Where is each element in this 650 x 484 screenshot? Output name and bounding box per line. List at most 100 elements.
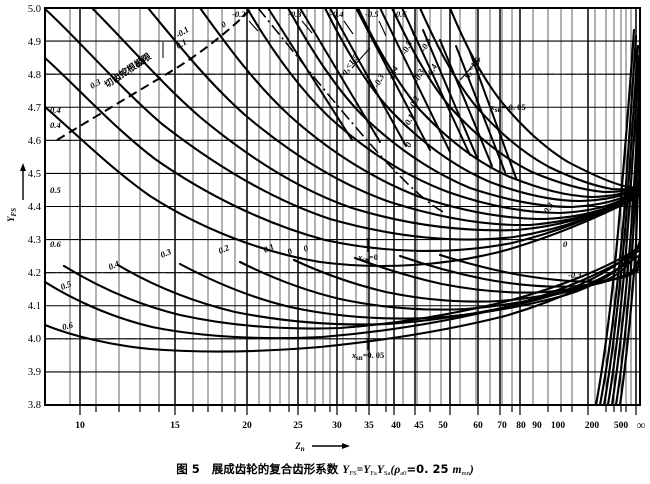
paren-open: (	[390, 464, 395, 476]
xsn-pos-sub: sn	[356, 354, 363, 362]
curve-label-upper: 0.4	[50, 105, 61, 115]
y-tick: 3.9	[28, 367, 41, 378]
curve-lower-x060	[45, 253, 640, 353]
module-sub: mn	[461, 470, 470, 477]
curve-label-lower: 0.6	[61, 319, 75, 331]
x-tick: 15	[170, 421, 180, 431]
x-tick: 20	[242, 421, 252, 431]
curve-upper-xm020	[323, 8, 640, 203]
rho-sub: a0	[400, 470, 407, 477]
curve-label-left: 0.5	[50, 185, 61, 195]
curve-family-right-steep	[594, 28, 640, 405]
y-tick: 4.4	[28, 202, 42, 213]
curve-label-right: 0	[563, 239, 568, 249]
xsn-neg-val: =-0. 05	[501, 103, 525, 112]
curve-labels-lower: 0.5 0.6 0.4 0.3 0.2 0.1 0	[59, 241, 310, 332]
qs-limit-dashdot	[257, 7, 446, 214]
curve-label-lower: 0.4	[107, 258, 122, 272]
formula-main: Y	[342, 464, 350, 476]
formula-a: Y	[363, 464, 371, 476]
x-axis-title-text: Z	[294, 441, 301, 451]
curve-upper-x000	[245, 8, 640, 215]
svg-text:xsn=0. 05: xsn=0. 05	[351, 351, 384, 362]
x-tick: 60	[473, 421, 483, 431]
y-tick: 4.1	[28, 301, 41, 312]
label-leader-lines	[248, 20, 415, 37]
curve-family-qs-diagonals	[267, 8, 517, 179]
grid-horizontal	[45, 7, 640, 406]
x-tick-infinity: ∞	[637, 418, 646, 432]
curve-label-rd: 0	[403, 140, 414, 149]
x-tick: 70	[497, 421, 507, 431]
formula-a-sub: Fa	[370, 470, 377, 477]
curve-label-upper: 0.3	[88, 76, 103, 90]
y-axis-tick-labels: 5.0 4.9 4.8 4.7 4.6 4.5 4.4 4.3 4.2 4.1 …	[28, 4, 42, 411]
x-tick: 50	[438, 421, 448, 431]
qs-left-sub: s	[344, 67, 353, 75]
svg-text:Zn: Zn	[294, 441, 305, 453]
xsn-pos-val: =0. 05	[363, 351, 385, 360]
qs-right-sub: s	[466, 70, 475, 78]
curve-label-lower: 0.3	[159, 246, 174, 260]
curve-label-upper: 0.1	[174, 37, 188, 51]
xsn-zero-val: =0	[369, 253, 378, 262]
y-tick: 4.7	[28, 103, 41, 114]
curve-labels-upper-left: 0.4 0.3 0.2 0.1 0	[50, 19, 228, 115]
x-axis-tick-labels: 10 15 20 25 30 35 40 45 50 60 70 80 90 1…	[75, 418, 645, 432]
x-axis-ticks	[79, 405, 637, 415]
curve-label-lower: 0	[302, 243, 311, 254]
curve-label-right: -0.3	[568, 270, 582, 280]
curve-upper-x040	[45, 8, 640, 241]
curve-label-left: 0.4	[50, 120, 61, 130]
curve-upper-xm030	[356, 8, 640, 199]
xsn-zero-sub: sn	[362, 256, 369, 264]
curve-family-upper	[45, 8, 640, 267]
formula-b-sub: Sa	[384, 470, 391, 477]
curve-labels-left-axis: 0.4 0.5 0.6	[50, 120, 61, 249]
curve-label-left: 0.6	[50, 239, 61, 249]
curve-label-upper: 0	[219, 19, 228, 30]
formula-main-sub: FS	[349, 470, 357, 477]
y-tick: 4.6	[28, 136, 41, 147]
qs-right-leader	[459, 57, 481, 81]
x-tick: 200	[585, 421, 600, 431]
xsn-neg-sym: x	[489, 103, 494, 112]
y-axis-title-text: Y	[6, 215, 16, 222]
qs-right-q: q	[461, 69, 472, 79]
svg-text:xsn=0: xsn=0	[357, 253, 378, 264]
xsn-neg-sub: sn	[495, 106, 502, 114]
svg-text:xsn=-0. 05: xsn=-0. 05	[489, 103, 525, 114]
svg-text:0: 0	[285, 246, 294, 257]
rho-eq: =0. 25	[406, 462, 448, 476]
x-tick: 80	[516, 421, 526, 431]
curve-label-upper: 0.2	[133, 55, 148, 69]
annotation-xsn-positive: xsn=0. 05	[351, 338, 384, 362]
x-tick: 100	[551, 421, 566, 431]
formula-b: Y	[377, 464, 385, 476]
y-tick: 4.5	[28, 169, 41, 180]
svg-text:图 5 展成齿轮的复合齿形系数 YFS=YFaYSa(ρ: 图 5 展成齿轮的复合齿形系数 YFS=YFaYSa(ρa0=0. 25 mmn…	[176, 462, 474, 477]
x-axis-title: Zn	[294, 441, 350, 453]
y-tick: 5.0	[28, 4, 41, 15]
y-axis-title-sub: FS	[10, 208, 18, 217]
y-tick: 3.8	[28, 400, 41, 411]
curve-label-top: -0.6	[393, 9, 407, 19]
y-tick: 4.2	[28, 268, 41, 279]
qs-left-q: q	[339, 66, 350, 76]
curve-lower-x000	[292, 238, 640, 303]
y-tick: 4.0	[28, 334, 41, 345]
figure-caption-cn: 展成齿轮的复合齿形系数	[211, 462, 339, 476]
figure-caption: 图 5 展成齿轮的复合齿形系数 YFS=YFaYSa(ρa0=0. 25 mmn…	[176, 462, 474, 477]
curve-upper-xm010	[286, 8, 640, 209]
module-sym: m	[453, 464, 462, 476]
curve-upper-x050	[45, 56, 640, 253]
curve-lower-xm020	[398, 254, 640, 288]
curve-label-zero-left: 0	[285, 246, 294, 257]
annotation-xsn-negative: xsn=-0. 05	[489, 103, 525, 114]
x-tick: 25	[293, 421, 303, 431]
curve-label-lower: 0.1	[262, 241, 276, 255]
curve-label-lower: 0.5	[59, 278, 73, 292]
y-tick: 4.8	[28, 70, 41, 81]
curve-labels-upper-top: -0.1 -0.2 -0.3 -0.4 -0.5 -0.6	[174, 9, 408, 40]
